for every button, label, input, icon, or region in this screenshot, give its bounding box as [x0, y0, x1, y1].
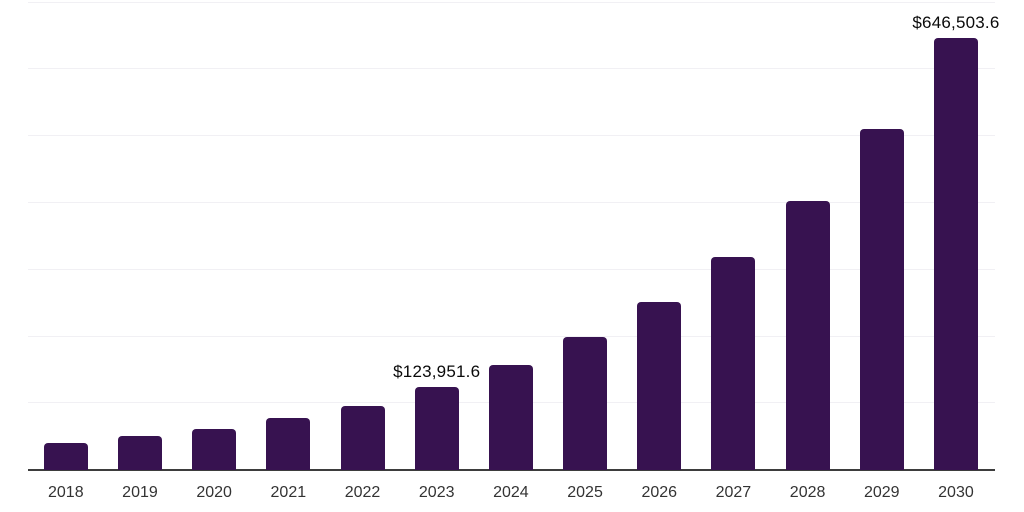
bar-2022	[340, 405, 385, 470]
bar-2018	[43, 443, 88, 470]
gridline-500000	[28, 135, 995, 137]
data-label-2030: $646,503.6	[912, 13, 1000, 33]
bar-2024	[488, 365, 533, 470]
bar-2020	[192, 428, 237, 470]
gridline-200000	[28, 335, 995, 337]
bar-2030	[933, 38, 978, 470]
bar-2025	[563, 337, 608, 470]
bar-2026	[637, 301, 682, 470]
gridline-400000	[28, 201, 995, 203]
data-label-2023: $123,951.6	[393, 362, 481, 382]
bar-2023	[414, 387, 459, 470]
plot-area: $123,951.6 $646,503.6	[28, 0, 999, 512]
bar-2028	[785, 201, 830, 470]
gridline-300000	[28, 268, 995, 270]
gridline-600000	[28, 68, 995, 70]
bar-2027	[711, 256, 756, 470]
gridline-700000	[28, 1, 995, 3]
x-axis-line	[28, 469, 995, 471]
bar-2021	[266, 418, 311, 470]
bar-2019	[117, 436, 162, 470]
bar-2029	[859, 128, 904, 470]
